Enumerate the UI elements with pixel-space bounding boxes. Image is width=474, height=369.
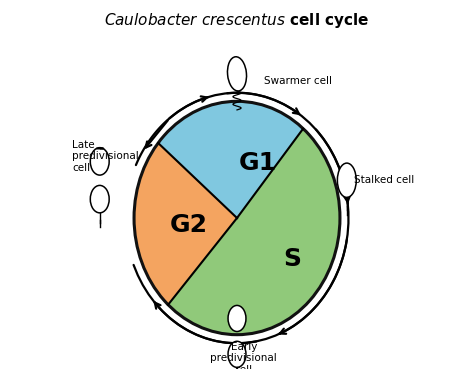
Text: Stalked cell: Stalked cell: [354, 175, 414, 185]
Text: G1: G1: [238, 151, 277, 175]
Text: Swarmer cell: Swarmer cell: [264, 76, 332, 86]
Text: G2: G2: [170, 213, 208, 237]
Polygon shape: [168, 129, 340, 335]
Text: S: S: [283, 247, 301, 271]
Text: Early
predivisional
cell: Early predivisional cell: [210, 342, 277, 369]
Ellipse shape: [90, 185, 109, 213]
Ellipse shape: [90, 148, 109, 175]
Polygon shape: [134, 143, 237, 305]
Ellipse shape: [337, 163, 356, 197]
Polygon shape: [158, 101, 303, 218]
Text: Late
predivisional
cell: Late predivisional cell: [72, 139, 139, 173]
Ellipse shape: [228, 57, 246, 91]
Text: $\it{Caulobacter\ crescentus}$ cell cycle: $\it{Caulobacter\ crescentus}$ cell cycl…: [104, 11, 370, 30]
Ellipse shape: [228, 341, 246, 368]
Ellipse shape: [228, 306, 246, 331]
